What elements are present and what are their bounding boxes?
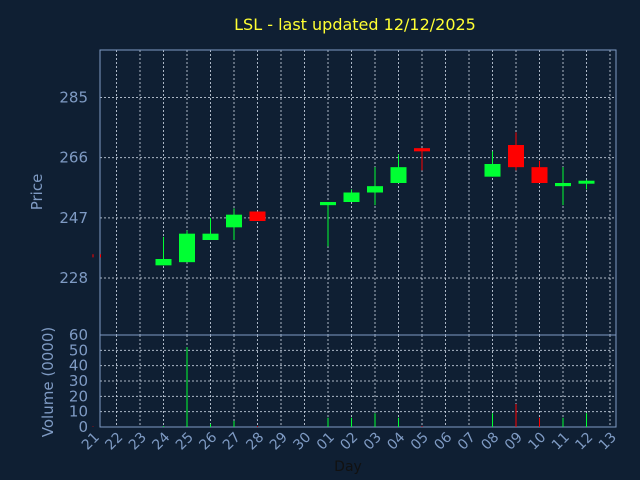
candle-body bbox=[555, 183, 571, 187]
candle-body bbox=[155, 259, 172, 266]
day-tick-label: 23 bbox=[126, 430, 150, 454]
day-tick-label: 11 bbox=[549, 430, 573, 454]
day-tick-label: 01 bbox=[314, 430, 338, 454]
price-grid bbox=[100, 50, 616, 335]
volume-panel-frame bbox=[99, 334, 617, 428]
candle-body bbox=[578, 180, 595, 184]
candle-body bbox=[226, 214, 242, 228]
volume-tick-label: 40 bbox=[69, 357, 88, 375]
price-tick-label: 266 bbox=[59, 149, 88, 167]
candle-body bbox=[484, 164, 501, 177]
volume-tick-label: 60 bbox=[69, 326, 88, 344]
day-tick-label: 29 bbox=[267, 430, 291, 454]
volume-tick-label: 30 bbox=[69, 372, 88, 390]
price-axis: 228 247 266 285 bbox=[59, 89, 88, 288]
day-tick-label: 05 bbox=[408, 430, 432, 454]
day-tick-label: 22 bbox=[102, 430, 126, 454]
chart-title: LSL - last updated 12/12/2025 bbox=[234, 15, 476, 34]
price-tick-label: 285 bbox=[59, 89, 88, 107]
day-tick-label: 10 bbox=[525, 430, 549, 454]
candle-body bbox=[343, 192, 360, 202]
price-tick-label: 247 bbox=[59, 209, 88, 227]
day-tick-label: 12 bbox=[572, 430, 596, 454]
day-tick-label: 09 bbox=[502, 430, 526, 454]
x-axis-label: Day bbox=[334, 459, 362, 475]
candle-body bbox=[179, 233, 195, 263]
price-tick-label: 228 bbox=[59, 269, 88, 287]
day-tick-label: 24 bbox=[149, 429, 173, 453]
volume-tick-label: 10 bbox=[69, 403, 88, 421]
volume-tick-label: 50 bbox=[69, 341, 88, 359]
candle-body bbox=[320, 202, 336, 206]
candle-body bbox=[414, 148, 430, 152]
day-tick-label: 03 bbox=[361, 430, 385, 454]
candle-body bbox=[202, 233, 219, 240]
price-axis-label: Price bbox=[28, 174, 46, 211]
day-tick-label: 26 bbox=[196, 429, 220, 453]
candle-body bbox=[390, 167, 407, 183]
price-series bbox=[92, 132, 595, 266]
candle-body bbox=[531, 167, 548, 183]
day-tick-label: 07 bbox=[455, 430, 479, 454]
candle-body bbox=[367, 186, 383, 193]
candle-body bbox=[249, 211, 266, 221]
day-tick-label: 13 bbox=[596, 430, 620, 454]
day-tick-label: 27 bbox=[220, 430, 244, 454]
volume-tick-label: 0 bbox=[78, 418, 88, 436]
day-tick-label: 25 bbox=[173, 430, 197, 454]
day-tick-label: 08 bbox=[478, 430, 502, 454]
volume-axis-label: Volume (0000) bbox=[39, 327, 57, 437]
day-tick-label: 28 bbox=[243, 430, 267, 454]
day-tick-label: 02 bbox=[337, 430, 361, 454]
candle-body bbox=[100, 254, 101, 258]
candle-body bbox=[508, 145, 524, 168]
volume-tick-label: 20 bbox=[69, 387, 88, 405]
day-tick-label: 30 bbox=[290, 430, 314, 454]
volume-series bbox=[92, 347, 587, 427]
day-tick-label: 04 bbox=[384, 429, 408, 453]
day-axis: 21 22 23 24 25 26 27 28 29 30 01 02 03 04 05 06 07 08 09 10… bbox=[79, 429, 620, 453]
volume-grid bbox=[100, 335, 616, 427]
day-tick-label: 06 bbox=[431, 429, 455, 453]
